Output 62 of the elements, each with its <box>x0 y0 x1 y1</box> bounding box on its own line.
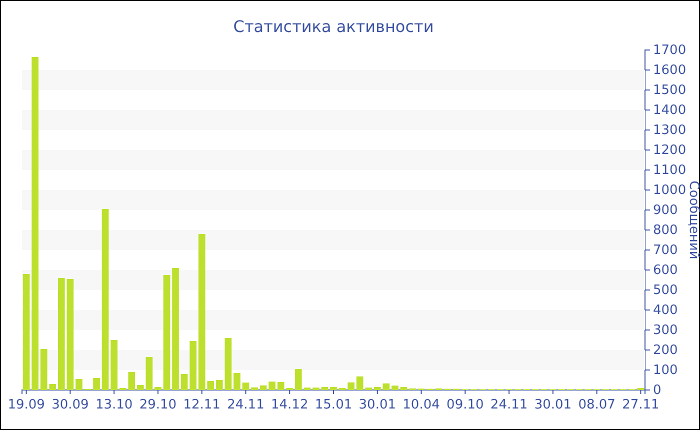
bar <box>93 378 100 390</box>
bar <box>260 385 267 390</box>
bar <box>110 340 118 390</box>
y-tick-label: 200 <box>653 343 678 358</box>
y-tick-label: 800 <box>653 223 678 238</box>
bar <box>400 387 408 390</box>
y-tick-label: 1300 <box>653 123 686 138</box>
chart-title: Статистика активности <box>233 17 434 36</box>
bar <box>216 380 223 390</box>
x-tick-label: 12.11 <box>183 398 220 413</box>
x-tick-label: 24.11 <box>490 398 528 413</box>
x-tick-label: 19.09 <box>8 398 45 413</box>
x-tick-label: 29.10 <box>139 398 177 413</box>
x-tick-label: 14.12 <box>271 398 308 413</box>
bar <box>180 374 188 390</box>
y-tick-label: 600 <box>653 263 678 278</box>
bar <box>268 382 276 390</box>
x-tick-label: 30.01 <box>358 398 396 413</box>
bar <box>330 387 337 390</box>
y-tick-label: 1000 <box>653 183 686 198</box>
bar <box>321 387 328 390</box>
y-tick-label: 0 <box>653 383 662 398</box>
bar <box>154 387 162 390</box>
y-axis-title: Сообщений <box>686 180 700 260</box>
y-tick-label: 1500 <box>653 83 686 98</box>
bar <box>392 386 398 390</box>
bar <box>251 387 258 390</box>
x-tick-label: 10.04 <box>402 398 440 413</box>
y-tick-label: 500 <box>653 283 678 298</box>
y-tick-label: 400 <box>653 303 678 318</box>
y-tick-label: 1200 <box>653 143 686 158</box>
y-tick-label: 1600 <box>653 63 686 78</box>
bar <box>348 382 354 390</box>
y-tick-label: 100 <box>653 363 678 378</box>
bar <box>136 385 144 390</box>
y-tick-label: 1700 <box>653 43 686 58</box>
x-tick-label: 09.10 <box>446 398 484 413</box>
bar <box>58 278 65 390</box>
bar <box>76 379 82 390</box>
x-tick-label: 30.09 <box>52 398 89 413</box>
x-tick-label: 13.10 <box>95 398 133 413</box>
bar <box>32 57 38 390</box>
bar <box>242 382 250 390</box>
bar <box>172 268 179 390</box>
x-tick-label: 27.11 <box>622 398 660 413</box>
bar <box>163 275 170 390</box>
bar <box>234 373 240 390</box>
bar <box>190 341 196 390</box>
y-tick-label: 300 <box>653 323 678 338</box>
y-tick-label: 700 <box>653 243 678 258</box>
y-tick-label: 1400 <box>653 103 686 118</box>
bar <box>22 274 30 390</box>
x-tick-label: 30.01 <box>534 398 572 413</box>
x-tick-label: 24.11 <box>227 398 264 413</box>
bar <box>224 338 232 390</box>
x-tick-label: 08.07 <box>578 398 616 413</box>
bar <box>66 279 74 390</box>
x-tick-label: 15.01 <box>314 398 352 413</box>
y-tick-label: 1100 <box>653 163 686 178</box>
bar <box>146 357 153 390</box>
bar <box>102 209 109 390</box>
y-tick-label: 900 <box>653 203 678 218</box>
